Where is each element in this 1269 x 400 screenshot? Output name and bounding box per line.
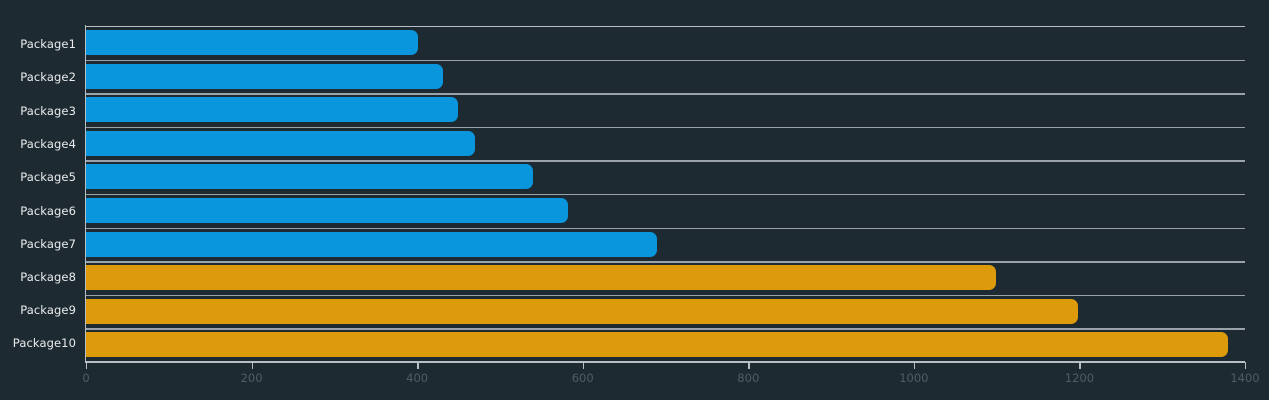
gridline-horizontal [86, 194, 1245, 196]
y-tick-label: Package9 [20, 303, 76, 317]
y-tick-label: Package10 [12, 336, 76, 350]
x-tick-mark [251, 363, 253, 369]
gridline-horizontal [86, 126, 1245, 129]
x-axis-line [86, 362, 1246, 364]
gridline-horizontal [86, 26, 1245, 28]
gridline-horizontal [86, 93, 1245, 95]
bar-band [86, 26, 1245, 60]
bar-band [86, 328, 1245, 362]
gridline-horizontal [86, 160, 1245, 162]
gridline-horizontal [86, 261, 1245, 263]
x-tick-mark [748, 363, 750, 369]
y-tick-label: Package4 [20, 137, 76, 151]
bar-package2[interactable] [86, 63, 443, 89]
bar-band [86, 93, 1245, 127]
x-tick-mark [1245, 363, 1247, 369]
y-tick-label: Package5 [20, 170, 76, 184]
gridline-horizontal [86, 360, 1245, 362]
bar-package9[interactable] [86, 298, 1078, 324]
x-tick-label: 400 [406, 371, 429, 385]
bar-package3[interactable] [86, 97, 458, 123]
bar-band [86, 295, 1245, 329]
bar-package1[interactable] [86, 30, 418, 55]
x-tick-mark [417, 363, 419, 369]
bar-package8[interactable] [86, 265, 996, 291]
bar-band [86, 228, 1245, 262]
bar-band [86, 160, 1245, 194]
x-tick-label: 800 [737, 371, 760, 385]
gridline-horizontal [86, 294, 1245, 297]
bar-package6[interactable] [86, 198, 568, 223]
y-tick-label: Package2 [20, 70, 76, 84]
x-tick-mark [86, 363, 88, 369]
y-tick-label: Package8 [20, 270, 76, 284]
x-tick-mark [582, 363, 585, 369]
y-tick-label: Package1 [20, 37, 76, 51]
y-axis-category-labels: Package1 Package2 Package3 Package4 Pack… [0, 26, 76, 362]
x-tick-label: 200 [240, 371, 263, 385]
gridline-horizontal [86, 227, 1245, 229]
y-tick-label: Package7 [20, 237, 76, 251]
x-tick-label: 600 [571, 371, 594, 385]
x-tick-label: 1400 [1230, 371, 1260, 385]
x-tick-mark [913, 363, 916, 369]
x-tick-label: 0 [82, 371, 90, 385]
bar-package7[interactable] [86, 231, 658, 257]
bar-band [86, 127, 1245, 161]
plot-area [86, 26, 1245, 362]
bar-band [86, 261, 1245, 295]
bar-band [86, 194, 1245, 228]
x-tick-mark [1079, 363, 1081, 369]
gridline-horizontal [86, 59, 1245, 61]
y-tick-label: Package6 [20, 204, 76, 218]
bar-band [86, 60, 1245, 94]
bar-package4[interactable] [86, 130, 476, 156]
bar-package5[interactable] [86, 164, 534, 190]
x-tick-label: 1200 [1064, 371, 1095, 385]
gridline-horizontal [86, 328, 1245, 330]
y-tick-label: Package3 [20, 104, 76, 118]
x-tick-label: 1000 [899, 371, 929, 385]
bar-package10[interactable] [86, 332, 1228, 358]
y-axis-line [85, 25, 87, 363]
